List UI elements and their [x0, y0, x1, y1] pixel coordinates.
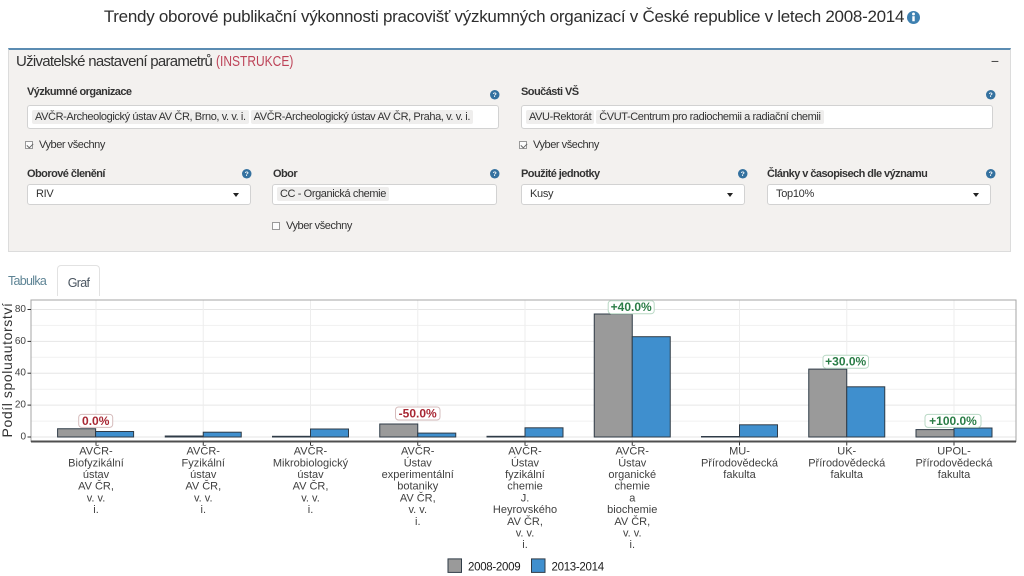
svg-text:?: ?	[741, 171, 745, 178]
svg-text:?: ?	[245, 171, 249, 178]
svg-text:?: ?	[989, 171, 993, 178]
svg-text:80: 80	[15, 304, 27, 315]
svg-text:Podíl spoluautorství: Podíl spoluautorství	[0, 303, 15, 438]
svg-text:?: ?	[989, 92, 993, 99]
svg-text:-50.0%: -50.0%	[399, 406, 437, 420]
svg-text:0: 0	[20, 432, 26, 443]
svg-text:2008-2009: 2008-2009	[468, 562, 520, 574]
svg-text:?: ?	[493, 92, 497, 99]
svg-text:20: 20	[15, 400, 27, 411]
svg-text:?: ?	[493, 171, 497, 178]
svg-text:40: 40	[15, 368, 27, 379]
svg-text:+100.0%: +100.0%	[929, 414, 977, 428]
svg-text:60: 60	[15, 336, 27, 347]
svg-text:2013-2014: 2013-2014	[552, 562, 605, 574]
svg-text:+30.0%: +30.0%	[825, 355, 866, 369]
svg-text:0.0%: 0.0%	[82, 414, 110, 428]
svg-text:+40.0%: +40.0%	[611, 300, 652, 314]
